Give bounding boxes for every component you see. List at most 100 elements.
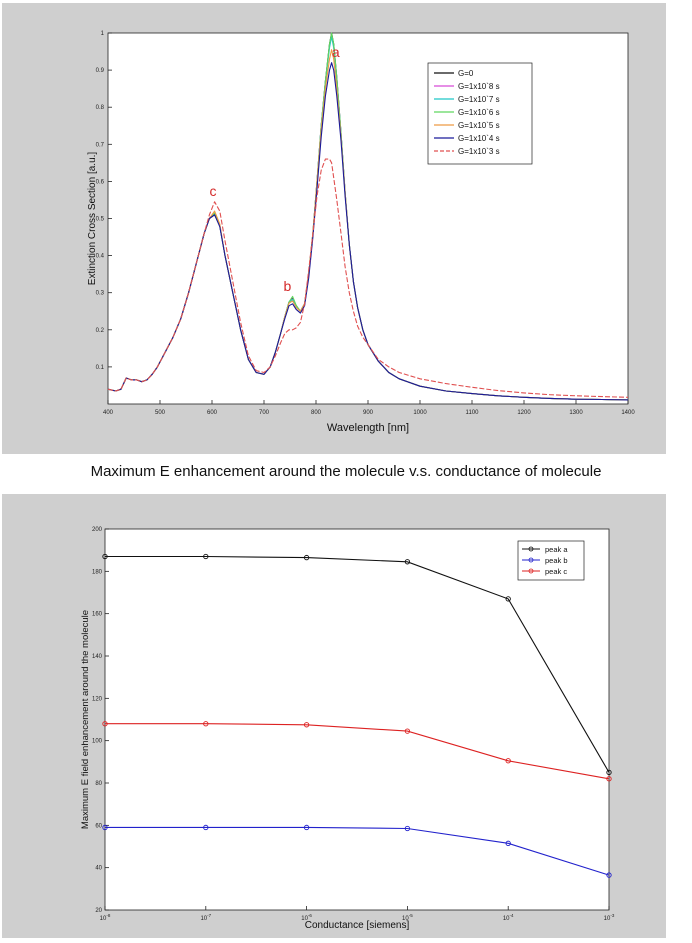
data-point xyxy=(203,721,209,727)
x-tick-exponent: -7 xyxy=(207,913,211,918)
x-tick-label: 10-5 xyxy=(402,913,413,922)
x-axis-label: Conductance [siemens] xyxy=(305,920,410,931)
data-point xyxy=(203,553,209,560)
y-tick-label: 1 xyxy=(101,31,105,37)
x-tick-exponent: -6 xyxy=(308,913,312,918)
y-tick-label: 160 xyxy=(92,612,103,618)
series-line-2 xyxy=(105,723,610,780)
data-point xyxy=(102,721,108,727)
x-tick-label: 10-8 xyxy=(100,913,111,922)
legend-label: G=1x10`6 s xyxy=(458,108,500,117)
y-tick-label: 0.7 xyxy=(96,142,105,148)
data-point xyxy=(505,840,511,846)
chart-panel-enhancement: 10-8 10-7 10-6 10-5 10-4 10-3 20 40 60 80 100 120 14… xyxy=(2,494,666,938)
chart-panel-extinction: 400 500 600 700 800 900 1000 1100 1200 1300 1400 0.… xyxy=(2,3,666,454)
x-tick-label: 800 xyxy=(311,410,322,416)
x-tick-label: 1000 xyxy=(413,410,427,416)
data-point xyxy=(303,824,310,831)
x-tick-label: 10-7 xyxy=(200,913,211,922)
x-tick-label: 400 xyxy=(103,410,114,416)
x-tick-base: 10 xyxy=(604,916,611,922)
x-tick-label: 500 xyxy=(155,410,166,416)
enhancement-chart: 10-810-710-610-510-410-32040608010012014… xyxy=(80,527,615,931)
y-tick-label: 40 xyxy=(95,866,102,872)
x-tick-base: 10 xyxy=(503,916,510,922)
legend-label: G=1x10`5 s xyxy=(458,121,500,130)
y-tick-label: 60 xyxy=(95,823,102,829)
y-tick-label: 0.6 xyxy=(96,179,105,185)
y-tick-label: 0.3 xyxy=(96,291,105,297)
data-point xyxy=(606,776,612,782)
x-tick-label: 600 xyxy=(207,410,218,416)
x-tick-label: 1300 xyxy=(569,410,583,416)
legend-label: peak a xyxy=(545,545,568,554)
x-tick-label: 1400 xyxy=(621,410,635,416)
peak-annotation: a xyxy=(332,44,340,60)
y-tick-label: 20 xyxy=(95,908,102,914)
legend-label: G=0 xyxy=(458,69,474,78)
legend-label: peak b xyxy=(545,556,568,565)
legend-label: G=1x10`7 s xyxy=(458,95,500,104)
plot-area xyxy=(107,32,629,405)
peak-annotation: c xyxy=(210,183,217,199)
y-tick-label: 100 xyxy=(92,739,103,745)
x-tick-label: 10-3 xyxy=(604,913,615,922)
series-line-6 xyxy=(107,158,629,398)
section-caption: Maximum E enhancement around the molecul… xyxy=(90,463,602,480)
y-tick-label: 120 xyxy=(92,696,103,702)
plot-area xyxy=(104,528,610,911)
data-point xyxy=(203,824,209,831)
y-tick-label: 0.1 xyxy=(96,365,105,371)
x-tick-base: 10 xyxy=(402,916,409,922)
data-point xyxy=(404,728,411,734)
x-tick-base: 10 xyxy=(301,916,308,922)
x-tick-label: 10-4 xyxy=(503,913,514,922)
y-tick-label: 140 xyxy=(92,654,103,660)
legend-marker xyxy=(528,568,534,574)
legend-label: peak c xyxy=(545,567,567,576)
y-tick-label: 200 xyxy=(92,527,103,533)
series-line-0 xyxy=(105,555,610,773)
x-tick-label: 900 xyxy=(363,410,374,416)
data-point xyxy=(102,824,108,831)
data-point xyxy=(303,554,310,561)
legend-label: G=1x10`4 s xyxy=(458,134,500,143)
extinction-chart: 400 500 600 700 800 900 1000 1100 1200 1300 1400 0.… xyxy=(87,31,635,434)
data-point xyxy=(404,559,411,565)
y-tick-label: 80 xyxy=(95,781,102,787)
data-point xyxy=(102,553,108,560)
data-point xyxy=(303,722,310,728)
y-tick-label: 0.5 xyxy=(96,217,105,223)
y-axis-label: Maximum E field enhancement around the m… xyxy=(80,610,91,829)
data-point xyxy=(505,758,511,764)
y-tick-label: 180 xyxy=(92,569,103,575)
y-axis-label: Extinction Cross Section [a.u.] xyxy=(87,152,98,286)
x-tick-label: 1200 xyxy=(517,410,531,416)
legend-label: G=1x10`3 s xyxy=(458,147,500,156)
peak-annotation: b xyxy=(284,278,292,294)
legend-marker xyxy=(528,546,534,552)
data-point xyxy=(505,596,511,602)
data-point xyxy=(606,769,612,776)
x-tick-exponent: -8 xyxy=(106,913,110,918)
x-tick-exponent: -3 xyxy=(610,913,614,918)
data-point xyxy=(404,825,411,832)
legend-label: G=1x10`8 s xyxy=(458,82,500,91)
series-line-1 xyxy=(105,826,610,876)
x-tick-exponent: -4 xyxy=(510,913,514,918)
data-point xyxy=(606,872,612,878)
legend-box xyxy=(427,62,533,165)
x-tick-base: 10 xyxy=(100,916,107,922)
y-tick-label: 0.4 xyxy=(96,254,105,260)
y-tick-label: 0.8 xyxy=(96,105,105,111)
x-tick-label: 700 xyxy=(259,410,270,416)
y-tick-label: 0.2 xyxy=(96,328,105,334)
x-tick-exponent: -5 xyxy=(409,913,413,918)
x-tick-base: 10 xyxy=(200,916,207,922)
x-tick-label: 1100 xyxy=(466,410,480,416)
y-tick-label: 0.9 xyxy=(96,68,105,74)
x-tick-label: 10-6 xyxy=(301,913,312,922)
series-line-5 xyxy=(107,62,629,401)
legend-marker xyxy=(528,557,534,563)
x-axis-label: Wavelength [nm] xyxy=(327,422,409,434)
